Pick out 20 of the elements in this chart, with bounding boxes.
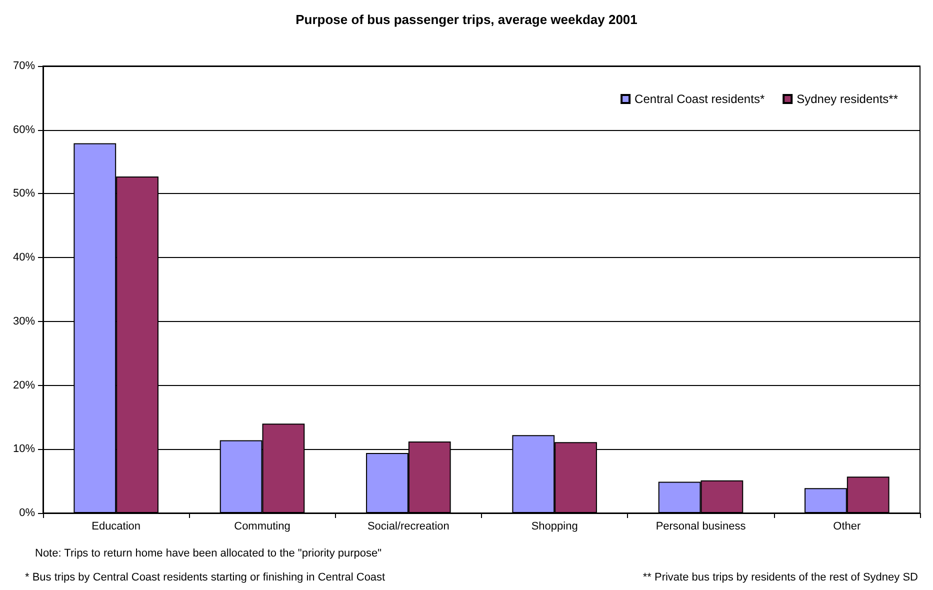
legend-label: Central Coast residents* [634,92,765,106]
x-tick-label: Commuting [234,520,290,532]
y-tick-label: 20% [12,379,36,392]
text: Note: Trips to return home have been allocated to the "priority purpose" [35,548,382,560]
x-tick-label: Shopping [531,520,578,532]
y-tick-label: 50% [12,188,36,200]
x-tick-label: Other [833,520,862,532]
y-tick-label: 0% [19,507,36,519]
y-tick-label: 60% [12,124,36,136]
y-tick-label: 70% [12,60,36,72]
y-tick-label: 40% [12,252,36,264]
chart-title: Purpose of bus passenger trips, average weekday 2001 [296,12,638,27]
x-tick-label: Education [92,520,141,532]
x-tick-label: Social/recreation [367,520,450,532]
y-tick-label: 30% [12,315,36,328]
text: ** Private bus trips by residents of the rest of Sydney SD [642,572,918,584]
legend-label: Sydney residents** [796,92,898,106]
text: * Bus trips by Central Coast residents starting or finishing in Central Coast [25,572,386,584]
x-tick-label: Personal business [656,520,746,532]
y-tick-label: 10% [12,443,36,456]
